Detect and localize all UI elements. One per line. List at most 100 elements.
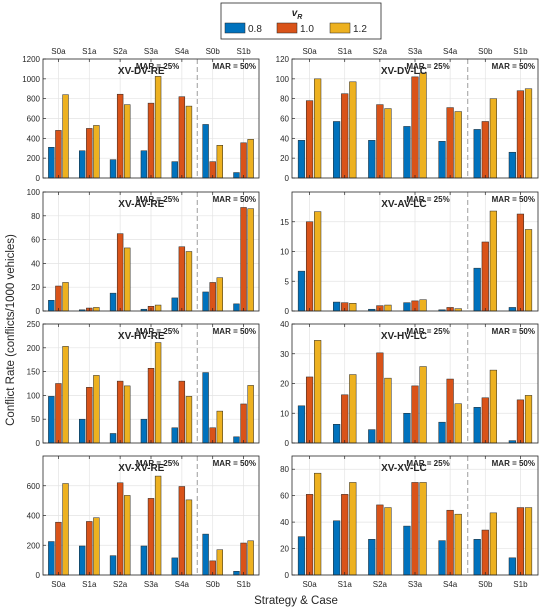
bar-0-8-s0b	[202, 533, 209, 576]
x-tick-label-top: S0b	[478, 47, 493, 56]
x-tick-label: S4a	[175, 580, 190, 589]
mar-left-label: MAR = 25%	[136, 459, 179, 468]
bar-1-0-s1a	[341, 93, 349, 179]
bar-0-8-s0a	[297, 405, 306, 444]
bar-0-8-s1a	[79, 545, 86, 576]
panel-title: XV-AV-LC	[381, 199, 426, 210]
legend-title-main: v	[292, 8, 299, 19]
mar-right-label: MAR = 50%	[492, 327, 535, 336]
bar-1-0-s0b	[481, 121, 489, 179]
panel-xv-dv-lc: 0 20 40 60 80 100 120 S0a S1a S2a S3a S4a S0b S1b MAR …	[276, 47, 539, 183]
bar-0-8-s1a	[333, 520, 341, 576]
panel-xv-av-re: 0 20 40 60 80 100 MAR = 25% MAR = 50% XV-AV-RE	[27, 188, 260, 316]
x-tick-label: S0a	[51, 580, 66, 589]
bar-1-2-s0a	[314, 340, 322, 444]
legend-swatch-0-8	[224, 22, 246, 34]
bar-1-2-s1a	[93, 375, 100, 444]
panel-title: XV-DV-LC	[381, 66, 427, 77]
bar-0-8-s0a	[297, 536, 306, 576]
bar-0-8-s1b	[508, 307, 516, 312]
bar-0-8-s2a	[109, 159, 117, 179]
y-tick-label: 0	[36, 174, 41, 183]
bar-0-8-s0a	[48, 396, 55, 444]
legend-title-subscript: R	[297, 14, 302, 21]
bar-1-2-s0b	[216, 549, 223, 576]
bar-1-2-s3a	[154, 475, 162, 576]
bar-1-2-s1a	[93, 307, 100, 312]
legend-box	[220, 2, 382, 40]
bar-0-8-s1a	[333, 301, 341, 312]
bar-0-8-s0b	[473, 129, 481, 179]
y-tick-label: 0	[285, 571, 290, 580]
mar-right-label: MAR = 50%	[213, 459, 256, 468]
mar-right-label: MAR = 50%	[213, 195, 256, 204]
bar-1-0-s0a	[55, 521, 62, 576]
bar-1-0-s1b	[240, 542, 247, 576]
bar-1-2-s1a	[349, 303, 357, 312]
bar-1-2-s2a	[384, 108, 392, 179]
bar-1-0-s2a	[116, 93, 124, 179]
x-tick-label-top: S1a	[82, 47, 97, 56]
bar-1-2-s4a	[454, 403, 462, 444]
bar-1-2-s1a	[349, 81, 357, 179]
x-tick-label-top: S2a	[113, 47, 128, 56]
panel-xv-xv-lc: 0 20 40 60 80 S0a S1a S2a S3a S4a S0b S1b MAR = 25% M…	[280, 455, 539, 589]
bar-1-0-s4a	[446, 107, 454, 179]
bar-1-2-s3a	[419, 366, 427, 444]
mar-left-label: MAR = 25%	[136, 62, 179, 71]
y-tick-label: 40	[280, 518, 289, 527]
x-tick-label: S1b	[236, 580, 251, 589]
panel-title: XV-XV-LC	[381, 463, 427, 474]
bar-1-0-s2a	[116, 233, 124, 312]
bar-1-2-s4a	[185, 251, 193, 312]
x-tick-label-top: S3a	[408, 47, 423, 56]
y-axis-label: Conflict Rate (conflicts/1000 vehicles)	[5, 234, 17, 426]
bar-1-2-s2a	[124, 385, 131, 444]
legend-swatch-1-2	[329, 22, 351, 34]
y-tick-label: 40	[280, 134, 289, 143]
bar-0-8-s3a	[403, 413, 411, 444]
mar-left-label: MAR = 25%	[136, 195, 179, 204]
x-tick-label: S1a	[82, 580, 97, 589]
bar-1-0-s1a	[341, 494, 349, 576]
legend-label-0-8: 0.8	[248, 24, 262, 35]
legend-title: vR	[292, 8, 303, 21]
bar-1-0-s2a	[376, 504, 384, 576]
bar-0-8-s0b	[473, 267, 481, 312]
bar-0-8-s2a	[368, 429, 376, 444]
bar-0-8-s4a	[171, 557, 178, 576]
bar-0-8-s0a	[48, 541, 55, 576]
x-tick-label-top: S2a	[373, 47, 388, 56]
bar-0-8-s1a	[79, 418, 86, 444]
panel-title: XV-HV-RE	[118, 331, 165, 342]
bar-0-8-s1b	[233, 172, 240, 179]
y-tick-label: 400	[27, 512, 41, 521]
y-tick-label: 1000	[22, 75, 40, 84]
bar-1-2-s4a	[185, 396, 193, 444]
x-tick-label-top: S1a	[338, 47, 353, 56]
bar-1-2-s0a	[314, 472, 322, 576]
bar-0-8-s2a	[109, 292, 117, 312]
bar-0-8-s0b	[202, 124, 209, 179]
bar-1-2-s3a	[419, 299, 427, 312]
bar-1-2-s0a	[62, 282, 69, 312]
y-tick-label: 100	[276, 75, 290, 84]
bar-0-8-s2a	[109, 555, 117, 576]
y-tick-label: 600	[27, 115, 41, 124]
bar-1-0-s0a	[55, 383, 62, 444]
x-tick-label: S0a	[302, 580, 317, 589]
y-tick-label: 50	[31, 415, 40, 424]
x-tick-label: S2a	[113, 580, 128, 589]
panel-xv-dv-re: 0 200 400 600 800 1000 1200 S0a S1a S2a S3a S4a S0b S…	[22, 47, 260, 183]
panel-xv-av-lc: 0 5 10 15 MAR = 25% MAR = 50% XV-AV-LC	[280, 191, 539, 316]
bar-0-8-s2a	[109, 433, 117, 444]
panel-xv-xv-re: 0 200 400 600 S0a S1a S2a S3a S4a S0b S1b MAR = 25%…	[27, 455, 260, 589]
y-tick-label: 100	[27, 391, 41, 400]
bar-1-0-s3a	[147, 102, 155, 179]
bar-1-0-s3a	[411, 482, 419, 576]
bar-0-8-s3a	[403, 302, 411, 312]
y-tick-label: 20	[280, 380, 289, 389]
y-tick-label: 400	[27, 134, 41, 143]
panel-title: XV-AV-RE	[118, 199, 164, 210]
